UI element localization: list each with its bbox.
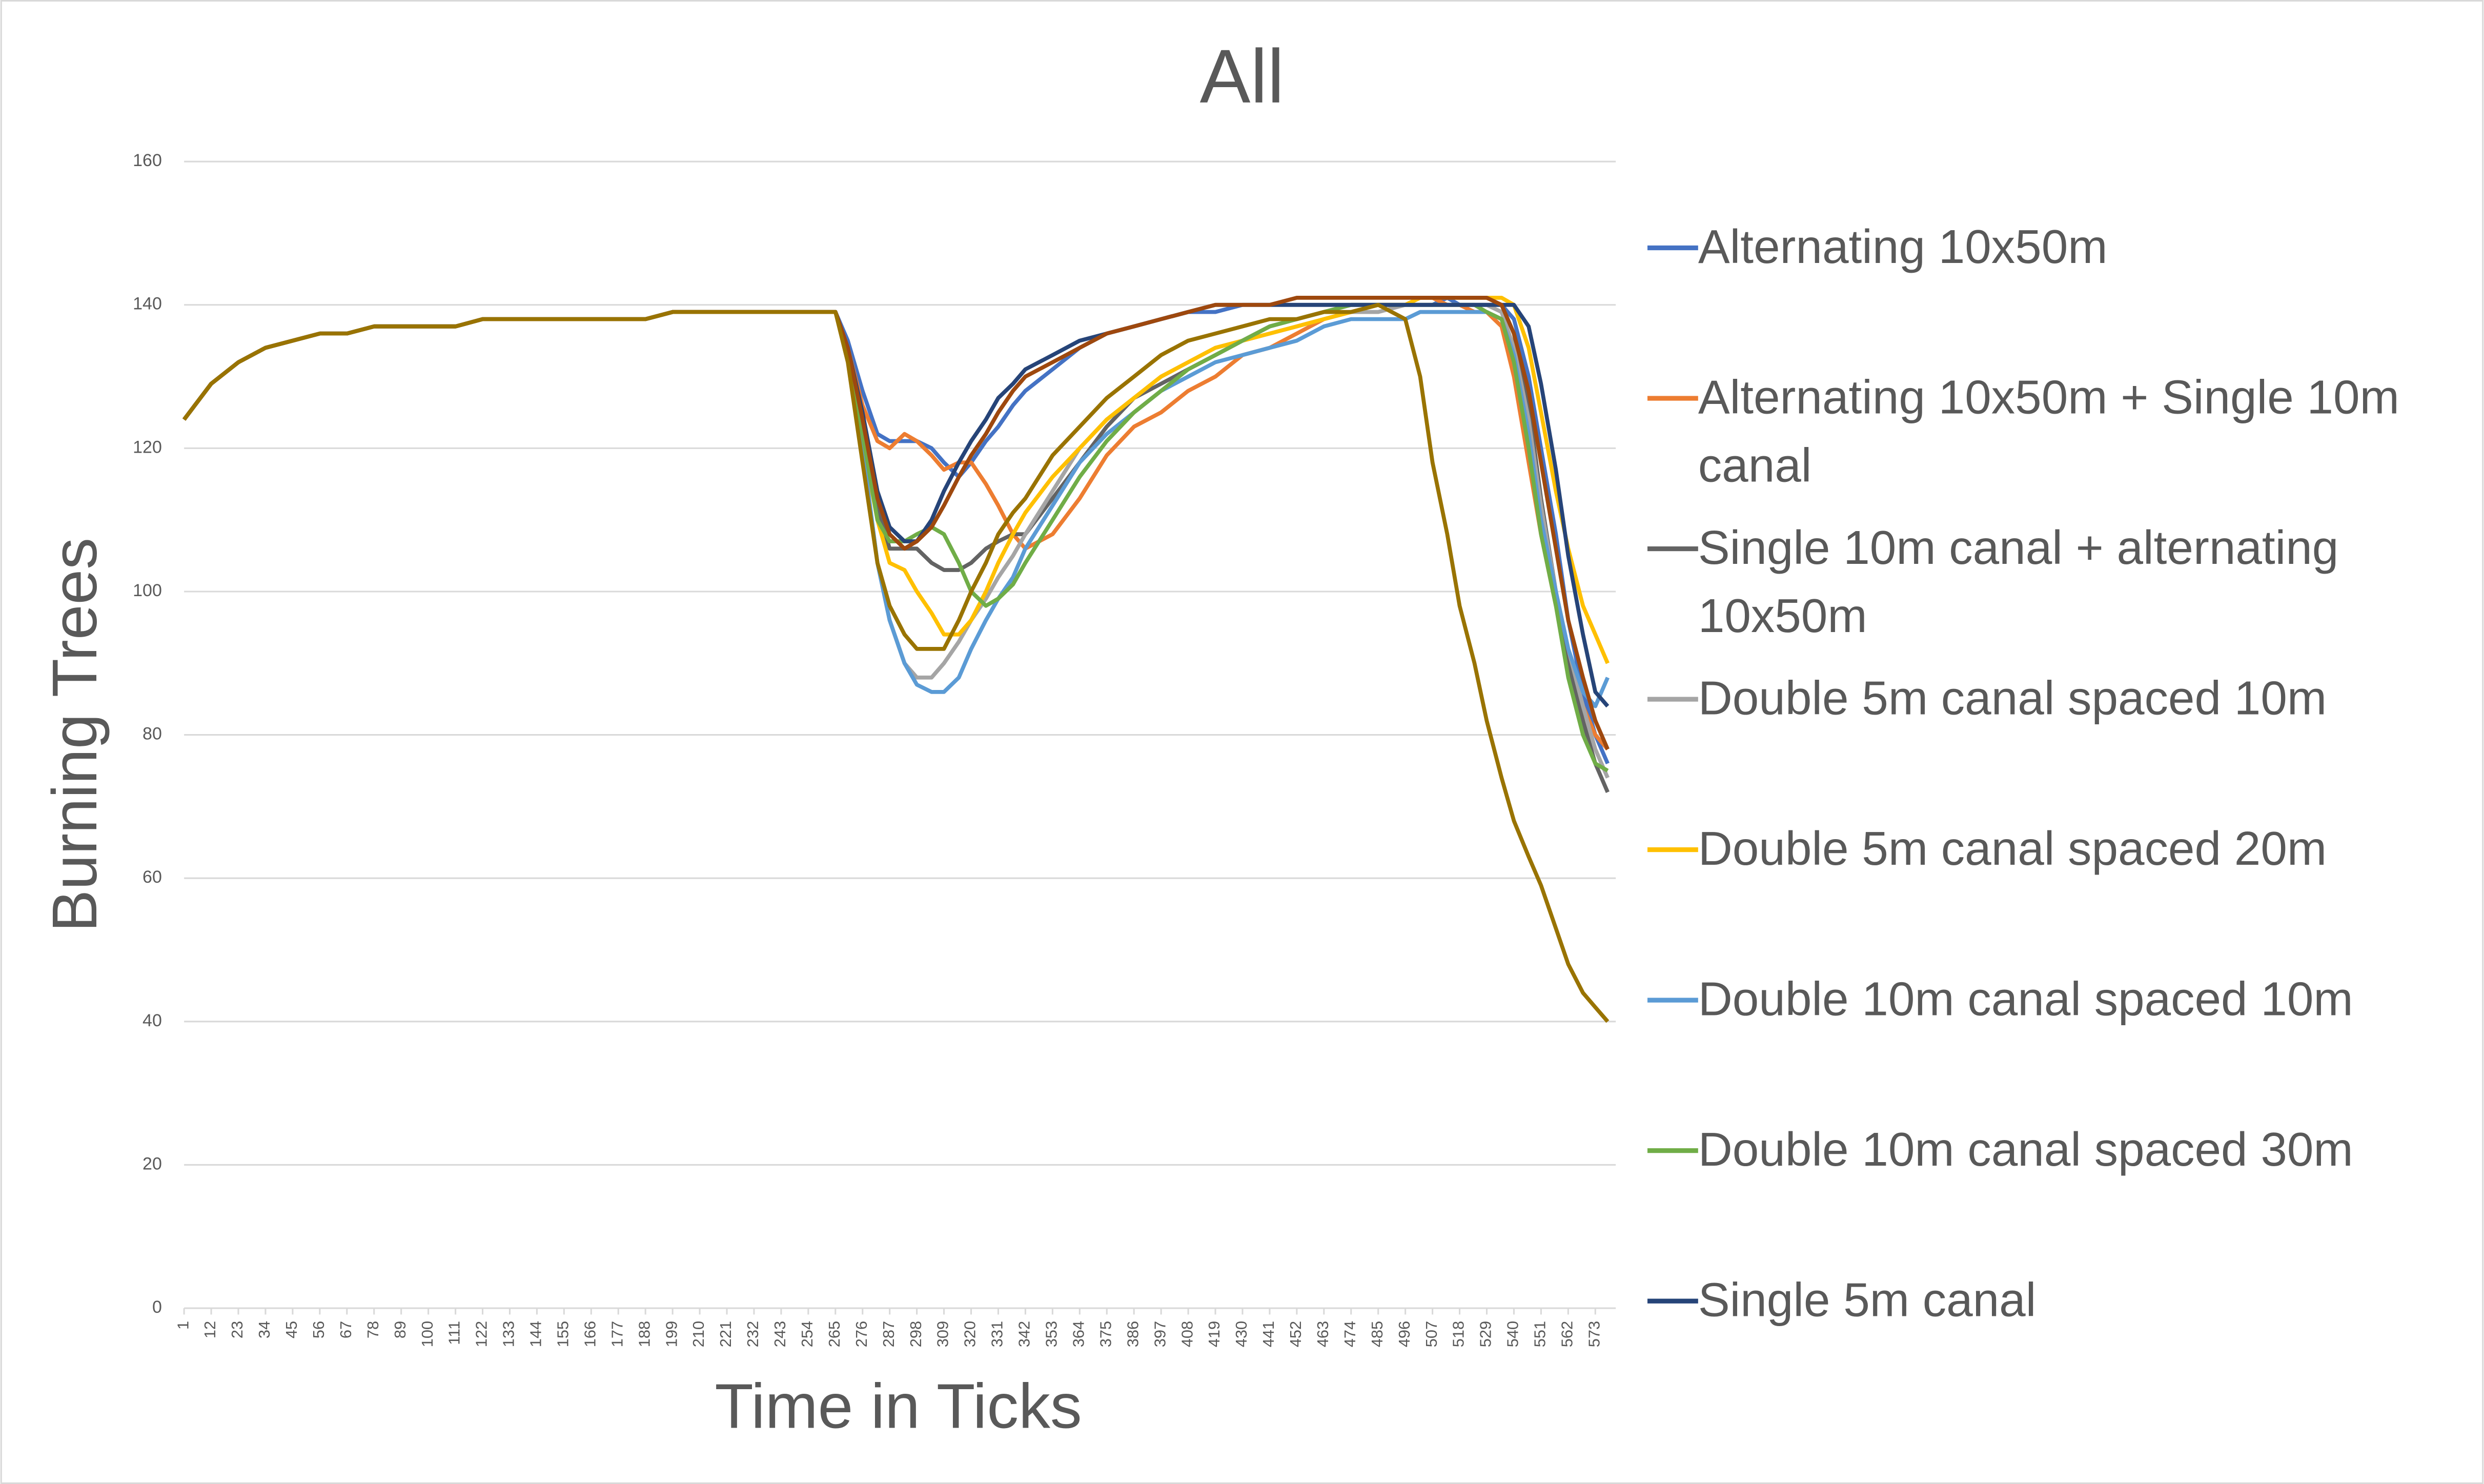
x-tick-label: 199: [662, 1321, 680, 1348]
y-tick-label: 60: [142, 867, 162, 887]
x-tick-label: 375: [1096, 1321, 1114, 1348]
legend-swatch: [1647, 546, 1698, 552]
legend-box: Alternating 10x50m Alternating 10x50m + S…: [1647, 214, 2479, 1417]
legend-item: Alternating 10x50m + Single 10m canal: [1647, 364, 2479, 515]
plot: [182, 295, 1610, 1023]
y-tick-label: 100: [133, 581, 162, 600]
x-tick-label: 122: [473, 1321, 491, 1348]
x-tick-label: 507: [1422, 1321, 1440, 1348]
legend-label: Single 10m canal + alternating 10x50m: [1698, 522, 2339, 643]
y-axis-label: Burning Trees: [39, 538, 110, 932]
x-tick-label: 232: [744, 1321, 762, 1348]
x-tick-label: 45: [282, 1321, 300, 1338]
x-tick-label: 265: [825, 1321, 843, 1348]
x-tick-label: 463: [1314, 1321, 1332, 1348]
x-tick-label: 496: [1395, 1321, 1413, 1348]
x-tick-label: 155: [554, 1321, 572, 1348]
legend-label: Double 10m canal spaced 10m: [1698, 974, 2353, 1027]
legend-swatch: [1647, 245, 1698, 251]
y-tick-label: 160: [133, 151, 162, 170]
legend-swatch: [1647, 396, 1698, 401]
x-tick-label: 23: [228, 1321, 246, 1338]
x-tick-label: 331: [988, 1321, 1006, 1348]
legend-item: Alternating 10x50m: [1647, 214, 2479, 364]
legend-item: Double 10m canal spaced 10m: [1647, 966, 2479, 1117]
x-tick-label: 573: [1585, 1321, 1603, 1348]
legend: Alternating 10x50m Alternating 10x50m + S…: [1647, 214, 2479, 1417]
y-tick-label: 120: [133, 437, 162, 457]
x-tick-label: 452: [1287, 1321, 1305, 1348]
x-tick-label: 287: [880, 1321, 898, 1348]
y-tick-label: 40: [142, 1011, 162, 1030]
x-tick-label: 353: [1043, 1321, 1061, 1348]
x-tick-label: 551: [1531, 1321, 1549, 1348]
legend-label: Alternating 10x50m: [1698, 221, 2108, 274]
x-tick-label: 474: [1341, 1321, 1359, 1348]
x-tick-label: 540: [1504, 1321, 1522, 1348]
x-tick-label: 342: [1015, 1321, 1033, 1348]
x-tick-label: 78: [364, 1321, 382, 1338]
y-tick-label: 20: [142, 1154, 162, 1173]
x-tick-label: 56: [310, 1321, 328, 1338]
x-tick-label: 133: [500, 1321, 518, 1348]
x-tick-label: 397: [1151, 1321, 1169, 1348]
y-tick-label: 80: [142, 724, 162, 744]
x-tick-label: 298: [907, 1321, 925, 1348]
y-tick-label: 140: [133, 294, 162, 314]
x-tick-label: 177: [608, 1321, 626, 1348]
x-tick-label: 34: [255, 1321, 273, 1338]
x-axis-label: Time in Ticks: [715, 1371, 1082, 1442]
x-tick-label: 320: [961, 1321, 979, 1348]
x-tick-label: 529: [1477, 1321, 1495, 1348]
legend-swatch: [1647, 697, 1698, 702]
legend-item: Single 5m canal: [1647, 1267, 2479, 1418]
legend-label: Double 5m canal spaced 20m: [1698, 823, 2327, 876]
x-tick-label: 562: [1558, 1321, 1576, 1348]
x-tick-label: 243: [771, 1321, 789, 1348]
legend-item: Double 10m canal spaced 30m: [1647, 1116, 2479, 1267]
legend-item: Single 10m canal + alternating 10x50m: [1647, 515, 2479, 665]
x-tick-label: 430: [1232, 1321, 1250, 1348]
x-tick-label: 166: [581, 1321, 599, 1348]
legend-item: Double 5m canal spaced 10m: [1647, 665, 2479, 816]
x-tick-label: 144: [527, 1321, 545, 1348]
x-tick-label: 485: [1368, 1321, 1386, 1348]
x-tick-label: 188: [635, 1321, 653, 1348]
x-tick-label: 111: [445, 1321, 463, 1345]
legend-swatch: [1647, 998, 1698, 1003]
legend-swatch: [1647, 1298, 1698, 1304]
legend-label: Double 10m canal spaced 30m: [1698, 1124, 2353, 1177]
x-tick-label: 1: [174, 1321, 192, 1330]
x-tick-label: 364: [1069, 1321, 1087, 1348]
legend-label: Single 5m canal: [1698, 1275, 2037, 1328]
y-tick-label: 0: [152, 1297, 162, 1317]
x-tick-label: 441: [1259, 1321, 1277, 1348]
chart-title: All: [1200, 34, 1285, 119]
x-tick-label: 100: [418, 1321, 436, 1348]
legend-label: Double 5m canal spaced 10m: [1698, 673, 2327, 726]
x-tick-label: 89: [391, 1321, 409, 1338]
x-tick-label: 67: [337, 1321, 355, 1338]
legend-item: Double 5m canal spaced 20m: [1647, 816, 2479, 966]
legend-swatch: [1647, 1148, 1698, 1153]
x-tick-label: 210: [689, 1321, 707, 1348]
x-tick-label: 12: [201, 1321, 219, 1338]
legend-swatch: [1647, 847, 1698, 852]
x-tick-label: 419: [1205, 1321, 1223, 1348]
x-tick-label: 254: [798, 1321, 816, 1348]
legend-label: Alternating 10x50m + Single 10m canal: [1698, 372, 2399, 493]
x-tick-label: 518: [1450, 1321, 1468, 1348]
x-tick-label: 309: [934, 1321, 952, 1348]
x-tick-label: 386: [1124, 1321, 1142, 1348]
series-line: [182, 302, 1610, 1023]
x-tick-label: 408: [1178, 1321, 1196, 1348]
x-tick-label: 276: [852, 1321, 870, 1348]
x-tick-label: 221: [717, 1321, 735, 1348]
grid: 0 20 40 60 80 100 120 140 160 1 12 23 34 45 56 67 78 89 10…: [133, 151, 1616, 1347]
